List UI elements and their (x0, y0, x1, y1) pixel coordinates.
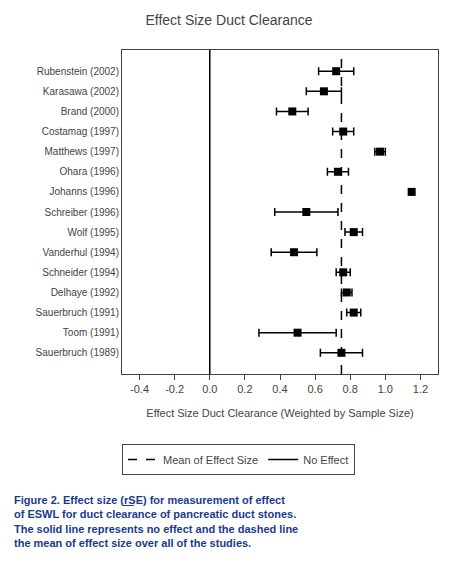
svg-text:-0.4: -0.4 (130, 383, 149, 395)
svg-text:0.0: 0.0 (202, 383, 217, 395)
svg-text:Costamag (1997): Costamag (1997) (42, 126, 119, 137)
svg-text:Effect Size Duct Clearance (We: Effect Size Duct Clearance (Weighted by … (146, 407, 413, 419)
svg-text:0.2: 0.2 (237, 383, 252, 395)
svg-text:Schneider (1994): Schneider (1994) (42, 267, 119, 278)
svg-text:0.8: 0.8 (343, 383, 358, 395)
svg-text:Sauerbruch (1989): Sauerbruch (1989) (36, 347, 119, 358)
svg-text:Wolf (1995): Wolf (1995) (67, 227, 119, 238)
svg-text:No Effect: No Effect (303, 454, 348, 466)
svg-text:1.2: 1.2 (413, 383, 428, 395)
svg-text:Karasawa (2002): Karasawa (2002) (43, 86, 119, 97)
svg-text:Effect Size Duct Clearance: Effect Size Duct Clearance (145, 12, 312, 28)
svg-text:Johanns (1996): Johanns (1996) (50, 186, 120, 197)
svg-text:Delhaye (1992): Delhaye (1992) (51, 287, 119, 298)
svg-text:Figure 2. Effect size (r͟SE) f: Figure 2. Effect size (r͟SE) for measure… (14, 494, 298, 549)
svg-text:Ohara (1996): Ohara (1996) (60, 166, 119, 177)
svg-text:Toom (1991): Toom (1991) (63, 327, 119, 338)
svg-text:Sauerbruch (1991): Sauerbruch (1991) (36, 307, 119, 318)
svg-text:1.0: 1.0 (378, 383, 393, 395)
svg-text:0.4: 0.4 (272, 383, 287, 395)
svg-text:Mean of Effect Size: Mean of Effect Size (163, 454, 258, 466)
svg-text:Vanderhul (1994): Vanderhul (1994) (42, 247, 119, 258)
svg-text:0.6: 0.6 (307, 383, 322, 395)
svg-text:Schreiber (1996): Schreiber (1996) (45, 207, 119, 218)
svg-text:Brand (2000): Brand (2000) (61, 106, 119, 117)
svg-text:-0.2: -0.2 (165, 383, 184, 395)
svg-text:Matthews (1997): Matthews (1997) (45, 146, 119, 157)
svg-text:Rubenstein (2002): Rubenstein (2002) (37, 66, 119, 77)
